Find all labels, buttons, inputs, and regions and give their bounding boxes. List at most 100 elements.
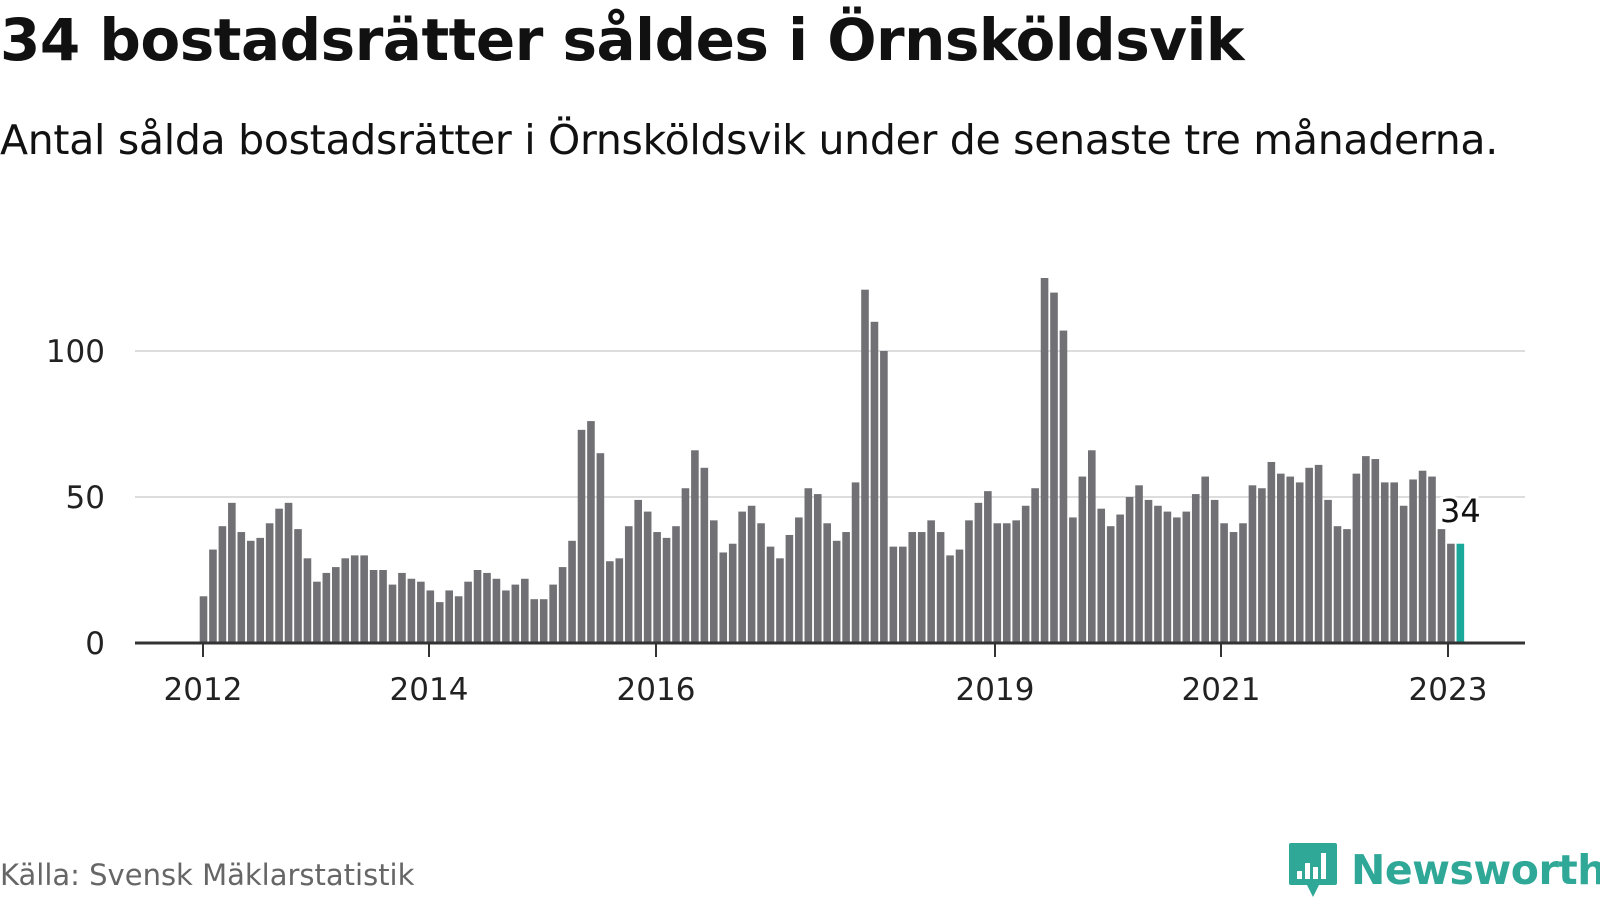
bar bbox=[1267, 461, 1276, 643]
bar bbox=[350, 555, 359, 643]
bar bbox=[237, 532, 246, 643]
bar bbox=[719, 552, 728, 643]
bar bbox=[842, 532, 850, 643]
y-tick-label: 100 bbox=[46, 334, 105, 370]
bars bbox=[199, 278, 1465, 643]
bar bbox=[1362, 456, 1370, 643]
chart-title: 34 bostadsrätter såldes i Örnsköldsvik bbox=[0, 6, 1244, 74]
bar bbox=[1069, 517, 1077, 643]
bar bbox=[388, 584, 397, 643]
bar bbox=[861, 289, 869, 643]
brand-name: Newsworthy bbox=[1351, 846, 1600, 894]
bar bbox=[1343, 529, 1351, 643]
bar bbox=[1135, 485, 1143, 643]
bar bbox=[1144, 499, 1153, 643]
bar bbox=[1125, 497, 1134, 643]
bar bbox=[653, 532, 661, 643]
bar bbox=[766, 546, 775, 643]
bar bbox=[1390, 482, 1398, 643]
x-tick-label: 2014 bbox=[390, 672, 469, 708]
bar bbox=[1409, 479, 1417, 643]
bar bbox=[483, 572, 491, 643]
bar bbox=[369, 570, 378, 643]
bar bbox=[615, 558, 624, 643]
bar bbox=[1021, 505, 1030, 643]
bar bbox=[889, 546, 898, 643]
bar bbox=[587, 421, 595, 643]
bar bbox=[927, 520, 935, 643]
bar bbox=[511, 584, 520, 643]
bar bbox=[738, 511, 746, 643]
bar bbox=[728, 543, 737, 643]
bar bbox=[303, 558, 312, 643]
bar bbox=[1210, 499, 1219, 643]
source-note: Källa: Svensk Mäklarstatistik bbox=[0, 858, 415, 892]
bar bbox=[795, 517, 803, 643]
bar bbox=[539, 599, 548, 643]
x-tick-label: 2016 bbox=[617, 672, 696, 708]
bar bbox=[974, 502, 983, 643]
x-tick-label: 2023 bbox=[1409, 672, 1488, 708]
bar bbox=[398, 572, 406, 643]
bar bbox=[445, 590, 453, 643]
bar bbox=[757, 523, 765, 643]
bar-highlighted bbox=[1456, 543, 1465, 643]
bar bbox=[1380, 482, 1389, 643]
bar bbox=[1437, 529, 1446, 643]
bar bbox=[1447, 543, 1455, 643]
x-tick-label: 2019 bbox=[956, 672, 1035, 708]
bar bbox=[341, 558, 350, 643]
bar bbox=[634, 499, 642, 643]
bar bbox=[700, 467, 709, 643]
bar bbox=[426, 590, 435, 643]
bar bbox=[624, 526, 633, 643]
bar bbox=[1258, 488, 1266, 643]
bar bbox=[606, 561, 614, 643]
bar bbox=[577, 429, 586, 643]
bar bbox=[1012, 520, 1020, 643]
bar bbox=[199, 596, 208, 643]
newsworthy-chart-icon bbox=[1289, 843, 1337, 897]
bar bbox=[1314, 464, 1323, 643]
bar bbox=[228, 502, 236, 643]
bar bbox=[1106, 526, 1115, 643]
bar bbox=[1229, 532, 1238, 643]
bar bbox=[917, 532, 926, 643]
axes bbox=[135, 641, 1525, 657]
bar bbox=[1059, 330, 1068, 643]
bar bbox=[275, 508, 283, 643]
highlight-value-label: 34 bbox=[1440, 492, 1481, 530]
x-tick-label: 2021 bbox=[1182, 672, 1261, 708]
bar bbox=[672, 526, 680, 643]
bar bbox=[568, 540, 576, 643]
bar bbox=[256, 537, 264, 643]
bar bbox=[1277, 473, 1285, 643]
bar bbox=[1418, 470, 1427, 643]
bar bbox=[1002, 523, 1011, 643]
bar bbox=[776, 558, 784, 643]
chart-subtitle: Antal sålda bostadsrätter i Örnsköldsvik… bbox=[0, 116, 1498, 164]
bar bbox=[662, 537, 671, 643]
bar bbox=[681, 488, 690, 643]
bar bbox=[1088, 450, 1096, 643]
bar bbox=[435, 602, 444, 643]
bar bbox=[691, 450, 699, 643]
bar bbox=[1031, 488, 1039, 643]
bar bbox=[1352, 473, 1361, 643]
newsworthy-logo: Newsworthy bbox=[1287, 840, 1600, 900]
bar bbox=[710, 520, 718, 643]
bar bbox=[1097, 508, 1106, 643]
bar bbox=[965, 520, 973, 643]
bar bbox=[265, 523, 274, 643]
bar bbox=[908, 532, 917, 643]
bar bbox=[1295, 482, 1304, 643]
bar bbox=[1191, 494, 1200, 643]
bar bbox=[1040, 278, 1049, 643]
bar bbox=[899, 546, 907, 643]
bar bbox=[1333, 526, 1342, 643]
bar bbox=[1248, 485, 1257, 643]
bar bbox=[1154, 505, 1162, 643]
bar bbox=[1182, 511, 1191, 643]
bar bbox=[294, 529, 302, 643]
